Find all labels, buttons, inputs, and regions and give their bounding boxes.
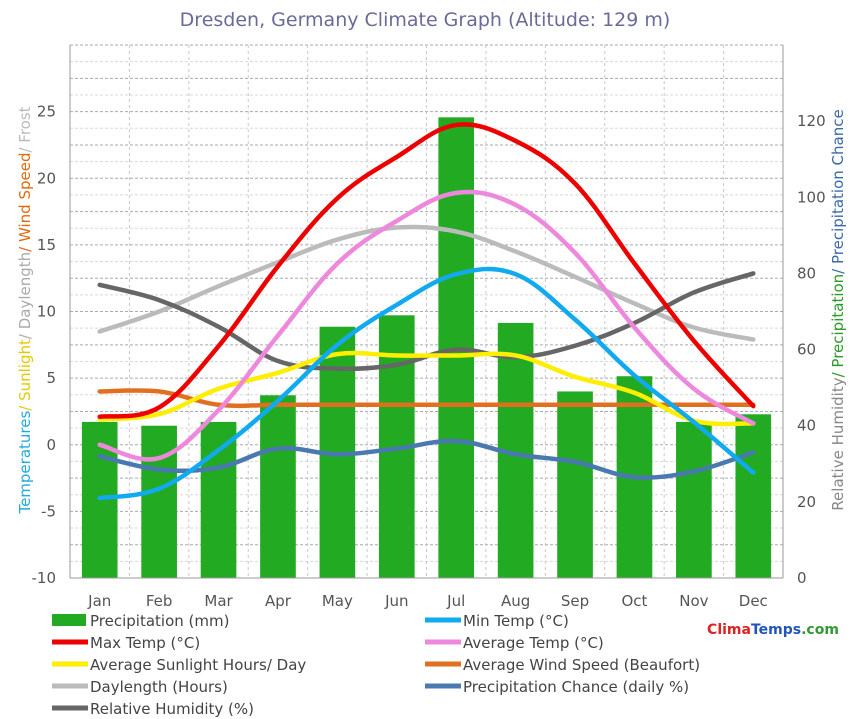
legend-label: Average Wind Speed (Beaufort) — [463, 656, 700, 674]
left-tick-label: 25 — [37, 103, 56, 121]
x-tick-label: Jul — [446, 592, 465, 610]
precipitation-bar — [557, 391, 593, 578]
left-axis-ticks: -10 -5 0 5 10 15 20 25 — [32, 103, 57, 587]
precipitation-bar — [141, 425, 177, 578]
legend-label: Max Temp (°C) — [90, 634, 200, 652]
precipitation-chance-daily-line — [97, 438, 756, 480]
x-tick-label: May — [322, 592, 353, 610]
right-tick-label: 0 — [797, 569, 807, 587]
axis-label-part: / Precipitation Chance — [829, 109, 847, 274]
right-axis-label: Relative Humidity/ Precipitation/ Precip… — [829, 109, 847, 510]
x-tick-label: Jun — [384, 592, 408, 610]
x-tick-label: Feb — [146, 592, 173, 610]
left-tick-label: 20 — [37, 169, 56, 187]
axis-label-part: / Sunlight — [16, 339, 34, 411]
left-tick-label: 10 — [37, 303, 56, 321]
x-tick-label: Jan — [87, 592, 111, 610]
axis-label-part: Relative Humidity — [829, 377, 847, 510]
x-tick-label: Sep — [561, 592, 589, 610]
right-tick-label: 60 — [797, 341, 816, 359]
legend-label: Precipitation (mm) — [90, 612, 229, 630]
left-tick-label: 15 — [37, 236, 56, 254]
legend-label: Average Temp (°C) — [463, 634, 604, 652]
brand-part: Temps — [751, 622, 801, 638]
x-axis-ticks: Jan Feb Mar Apr May Jun Jul Aug Sep Oct Nov Dec — [87, 592, 768, 610]
axis-label-part: / Daylength — [16, 252, 34, 339]
axes — [69, 45, 784, 579]
x-tick-label: Mar — [204, 592, 233, 610]
legend: Precipitation (mm) Min Temp (°C) Max Temp … — [52, 612, 700, 718]
legend-label: Daylength (Hours) — [90, 678, 228, 696]
legend-label: Min Temp (°C) — [463, 612, 569, 630]
x-tick-label: Aug — [501, 592, 530, 610]
series-lines — [97, 122, 756, 501]
axis-label-part: / Precipitation — [829, 274, 847, 378]
x-tick-label: Nov — [679, 592, 708, 610]
brand-logo: ClimaTemps.com — [707, 622, 839, 638]
right-tick-label: 120 — [797, 112, 826, 130]
average-temp-c-line — [97, 189, 756, 462]
right-tick-label: 100 — [797, 188, 826, 206]
chart-title: Dresden, Germany Climate Graph (Altitude… — [180, 9, 671, 31]
brand-part: Clima — [707, 622, 751, 638]
right-tick-label: 40 — [797, 417, 816, 435]
x-tick-label: Apr — [265, 592, 292, 610]
average-wind-speed-beaufort-line — [97, 388, 756, 409]
legend-label: Precipitation Chance (daily %) — [463, 678, 689, 696]
max-temp-c-line — [97, 122, 756, 420]
min-temp-c-line — [97, 266, 756, 501]
axis-label-part: / Wind Speed — [16, 153, 34, 252]
average-sunlight-hours-day-line — [97, 350, 756, 427]
left-axis-label: Temperatures/ Sunlight/ Daylength/ Wind … — [16, 106, 34, 514]
right-axis-ticks: 0 20 40 60 80 100 120 — [797, 112, 826, 587]
brand-part: .com — [801, 622, 839, 638]
right-tick-label: 20 — [797, 493, 816, 511]
x-tick-label: Dec — [739, 592, 768, 610]
right-tick-label: 80 — [797, 264, 816, 282]
left-tick-label: 0 — [46, 436, 56, 454]
left-tick-label: 5 — [46, 369, 56, 387]
axis-label-part: / Frost — [16, 106, 34, 152]
precipitation-bar — [260, 395, 296, 578]
legend-label: Average Sunlight Hours/ Day — [90, 656, 306, 674]
left-tick-label: -5 — [41, 502, 56, 520]
x-tick-label: Oct — [621, 592, 647, 610]
daylength-hours-line — [97, 224, 756, 342]
axis-label-part: Temperatures — [16, 411, 34, 515]
legend-label: Relative Humidity (%) — [90, 700, 254, 718]
precipitation-bar — [676, 421, 712, 578]
left-tick-label: -10 — [32, 569, 57, 587]
precipitation-bar — [200, 421, 237, 578]
precipitation-bar — [735, 414, 772, 578]
legend-swatch — [52, 614, 86, 626]
